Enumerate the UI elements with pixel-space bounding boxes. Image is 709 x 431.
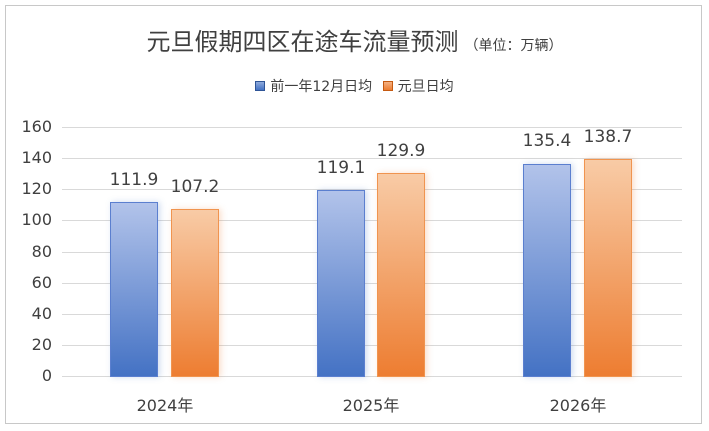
x-axis-line (62, 376, 682, 377)
bar-2026-prev-december (523, 164, 571, 377)
chart-title-unit: （单位：万辆） (464, 38, 563, 54)
chart-title-main: 元旦假期四区在途车流量预测 (146, 28, 459, 56)
x-tick-label: 2025年 (342, 396, 400, 415)
chart-title: 元旦假期四区在途车流量预测 （单位：万辆） (0, 22, 709, 57)
value-label: 135.4 (522, 131, 572, 151)
y-tick-label: 60 (31, 273, 52, 292)
y-tick-label: 40 (31, 304, 52, 323)
y-tick-label: 0 (41, 366, 52, 385)
legend-label: 前一年12月日均 (270, 79, 373, 95)
legend-swatch-blue-icon (255, 81, 266, 91)
bar-2025-new-year (377, 173, 425, 377)
value-label: 138.7 (583, 127, 633, 147)
x-tick-label: 2026年 (549, 396, 607, 415)
chart-legend: 前一年12月日均 元旦日均 (0, 76, 709, 96)
y-tick-label: 20 (31, 335, 52, 354)
gridline (62, 283, 682, 284)
gridline (62, 252, 682, 253)
x-tick-label: 2024年 (136, 396, 194, 415)
gridline (62, 345, 682, 346)
bar-2026-new-year (584, 159, 632, 377)
legend-swatch-orange-icon (382, 81, 393, 91)
bar-2025-prev-december (317, 190, 365, 377)
gridline (62, 220, 682, 221)
legend-label: 元旦日均 (397, 79, 454, 95)
y-tick-label: 80 (31, 242, 52, 261)
y-tick-label: 160 (21, 117, 52, 136)
legend-item-new-year: 元旦日均 (382, 76, 454, 96)
value-label: 107.2 (170, 177, 220, 197)
value-label: 129.9 (376, 141, 426, 161)
gridline (62, 158, 682, 159)
gridline (62, 314, 682, 315)
legend-item-prev-december: 前一年12月日均 (255, 76, 372, 96)
y-tick-label: 100 (21, 210, 52, 229)
gridline (62, 127, 682, 128)
bar-2024-new-year (171, 209, 219, 377)
value-label: 119.1 (316, 158, 366, 178)
value-label: 111.9 (109, 170, 159, 190)
gridline (62, 189, 682, 190)
bar-2024-prev-december (110, 202, 158, 377)
y-tick-label: 140 (21, 148, 52, 167)
y-tick-label: 120 (21, 179, 52, 198)
